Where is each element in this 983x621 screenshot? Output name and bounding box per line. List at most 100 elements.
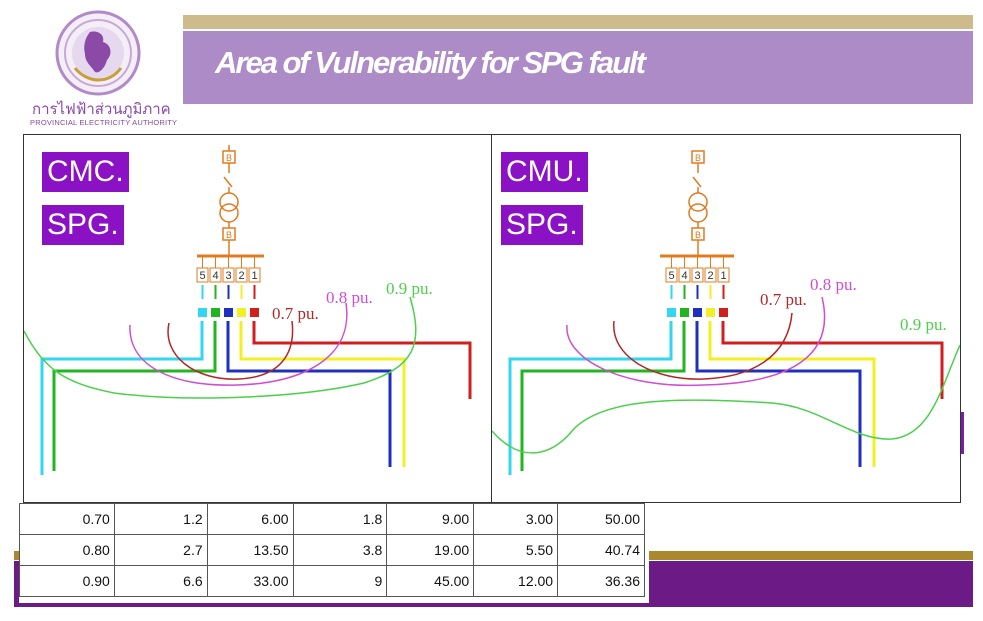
label-09pu: 0.9 pu. — [386, 279, 433, 298]
org-name-thai: การไฟฟ้าส่วนภูมิภาค — [32, 100, 171, 118]
feeder-line-yellow — [239, 321, 406, 467]
case-tag-cmu: CMU. — [501, 152, 588, 192]
feeder-line-cyan — [40, 321, 204, 475]
feeder-number: 1 — [251, 270, 257, 282]
table-cell: 12.00 — [473, 565, 559, 597]
table-cell: 6.00 — [206, 503, 294, 535]
label-07pu: 0.7 pu. — [272, 304, 319, 323]
diagram-panel-cmu: CMU. SPG. B B 5 4 3 2 1 — [491, 134, 961, 503]
feeder-number: 1 — [720, 270, 726, 282]
recloser-yellow — [706, 308, 715, 317]
label-08pu: 0.8 pu. — [326, 288, 373, 307]
table-cell: 0.70 — [19, 503, 115, 535]
feeder-box: 1 — [717, 267, 730, 283]
breaker-label: B — [226, 153, 232, 163]
single-line-diagram-cmu: B B 5 4 3 2 1 — [492, 150, 960, 475]
single-line-diagram-cmc: B B 5 4 3 2 1 — [24, 145, 472, 475]
feeder-line-green — [520, 321, 686, 471]
breaker-label: B — [695, 230, 701, 240]
table-cell: 3.00 — [473, 503, 559, 535]
recloser-red — [250, 308, 259, 317]
feeder-number: 2 — [238, 270, 244, 282]
table-cell: 0.80 — [19, 534, 115, 566]
feeder-number: 4 — [681, 270, 687, 282]
feeder-number: 3 — [225, 270, 231, 282]
side-marker — [961, 412, 964, 454]
contour-08pu — [129, 302, 348, 386]
diagram-panel-cmc: CMC. SPG. B B 5 4 3 2 1 — [23, 134, 493, 503]
table-row: 0.80 2.7 13.50 3.8 19.00 5.50 40.74 — [19, 534, 645, 566]
source-breaker-bottom: B — [691, 227, 705, 256]
contour-07pu — [613, 312, 793, 380]
table-cell: 9.00 — [386, 503, 475, 535]
feeder-number: 5 — [199, 270, 205, 282]
pea-logo — [55, 10, 141, 96]
table-cell: 50.00 — [557, 503, 645, 535]
table-cell: 6.6 — [113, 565, 208, 597]
table-cell: 1.2 — [113, 503, 208, 535]
feeder-line-red — [721, 321, 944, 399]
label-09pu: 0.9 pu. — [900, 315, 947, 334]
contour-07pu — [167, 320, 294, 380]
feeder-box: 2 — [235, 267, 248, 283]
feeder-box: 4 — [209, 267, 222, 283]
recloser-green — [211, 308, 220, 317]
feeder-box: 3 — [691, 267, 704, 283]
table-cell: 3.8 — [292, 534, 388, 566]
source-breaker-top: B — [222, 145, 236, 193]
transformer-symbol — [219, 192, 239, 228]
feeder-box: 2 — [704, 267, 717, 283]
results-table-container: 0.70 1.2 6.00 1.8 9.00 3.00 50.00 0.80 2… — [19, 503, 649, 603]
transformer-symbol — [688, 192, 708, 228]
feeder-box: 4 — [678, 267, 691, 283]
title-banner — [183, 31, 973, 104]
feeder-number: 3 — [694, 270, 700, 282]
feeder-line-blue — [226, 321, 392, 467]
feeder-box: 3 — [222, 267, 235, 283]
header-accent-bar — [183, 15, 973, 29]
label-08pu: 0.8 pu. — [810, 275, 857, 294]
table-cell: 9 — [292, 565, 388, 597]
fault-tag-spg: SPG. — [501, 205, 583, 245]
recloser-yellow — [237, 308, 246, 317]
fault-tag-spg: SPG. — [42, 205, 124, 245]
results-table: 0.70 1.2 6.00 1.8 9.00 3.00 50.00 0.80 2… — [19, 503, 645, 597]
table-cell: 36.36 — [557, 565, 645, 597]
feeder-line-green — [52, 321, 217, 471]
label-07pu: 0.7 pu. — [760, 290, 807, 309]
recloser-red — [719, 308, 728, 317]
feeder-box: 1 — [248, 267, 261, 283]
feeder-box: 5 — [196, 267, 209, 283]
recloser-blue — [224, 308, 233, 317]
recloser-green — [680, 308, 689, 317]
feeder-number: 2 — [707, 270, 713, 282]
feeder-line-cyan — [508, 321, 673, 475]
table-cell: 40.74 — [557, 534, 645, 566]
recloser-cyan — [198, 308, 207, 317]
table-cell: 45.00 — [386, 565, 475, 597]
source-breaker-bottom: B — [222, 227, 236, 256]
table-cell: 33.00 — [206, 565, 294, 597]
table-cell: 5.50 — [473, 534, 559, 566]
recloser-cyan — [667, 308, 676, 317]
source-breaker-top: B — [691, 150, 705, 193]
feeder-line-red — [252, 321, 472, 399]
breaker-label: B — [226, 230, 232, 240]
slide-title: Area of Vulnerability for SPG fault — [215, 45, 646, 80]
breaker-label: B — [695, 153, 701, 163]
feeder-box: 5 — [665, 267, 678, 283]
table-cell: 0.90 — [19, 565, 115, 597]
org-name-english: PROVINCIAL ELECTRICITY AUTHORITY — [30, 118, 178, 127]
case-tag-cmc: CMC. — [42, 152, 129, 192]
feeder-line-blue — [695, 321, 862, 467]
contour-08pu — [566, 296, 826, 387]
contour-09pu — [24, 296, 417, 399]
table-row: 0.70 1.2 6.00 1.8 9.00 3.00 50.00 — [19, 503, 645, 535]
contour-09pu — [492, 344, 960, 454]
feeder-number: 4 — [212, 270, 218, 282]
table-cell: 19.00 — [386, 534, 475, 566]
feeder-number: 5 — [668, 270, 674, 282]
table-cell: 13.50 — [206, 534, 294, 566]
feeder-line-yellow — [708, 321, 876, 467]
table-row: 0.90 6.6 33.00 9 45.00 12.00 36.36 — [19, 565, 645, 597]
